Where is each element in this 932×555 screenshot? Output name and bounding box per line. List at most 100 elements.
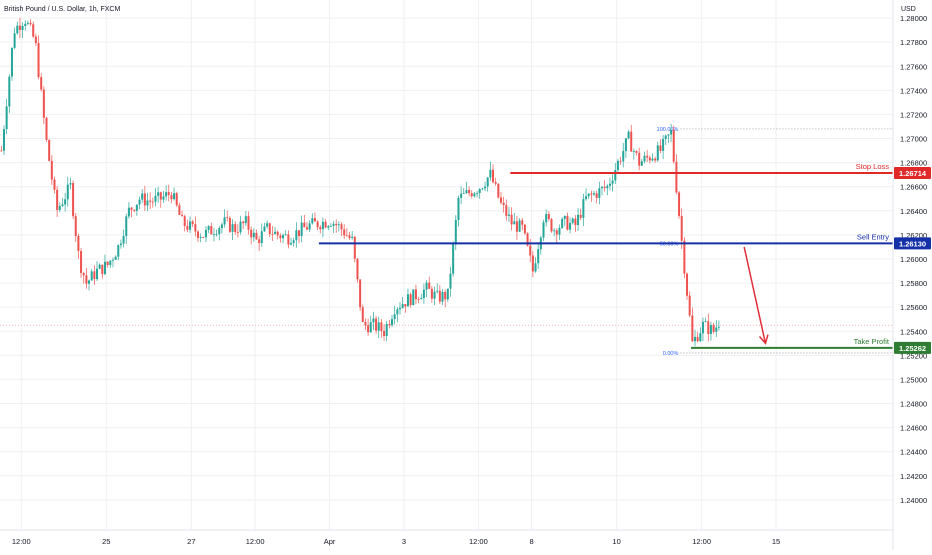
candle-body [361, 307, 364, 322]
level-label-target: Take Profit [854, 337, 890, 346]
candle-body [505, 205, 508, 216]
candle-body [186, 225, 189, 230]
candle-body [77, 235, 80, 252]
candles [0, 17, 720, 347]
trade-levels[interactable]: Stop Loss Sell Entry Take Profit [318, 162, 893, 349]
candle-body [686, 273, 689, 296]
candle-body [26, 22, 29, 24]
candle-body [332, 223, 335, 227]
candle-body [701, 321, 704, 334]
candle-body [37, 43, 40, 78]
candle-body [236, 232, 239, 233]
candle-body [659, 145, 662, 151]
candle-body [712, 325, 715, 332]
price-axis[interactable]: 1.28000 1.27800 1.27600 1.27400 1.27200 1.270… [900, 14, 927, 505]
candle-body [170, 195, 173, 200]
price-tick-label: 1.25000 [900, 375, 927, 384]
candle-body [10, 47, 13, 77]
candle-body [58, 205, 61, 210]
candle-body [608, 183, 611, 186]
candle-body [638, 152, 641, 166]
candle-body [563, 216, 566, 219]
candle-body [199, 236, 202, 238]
candle-body [425, 282, 428, 290]
candle-body [401, 304, 404, 308]
candle-body [69, 183, 72, 185]
price-tick-label: 1.24200 [900, 472, 927, 481]
candle-body [95, 268, 99, 280]
candle-body [45, 117, 48, 140]
time-axis[interactable]: 12:00 25 27 12:00 Apr 3 12:00 8 10 12:00 15 [12, 537, 780, 546]
candle-body [183, 216, 186, 226]
candle-body [569, 222, 572, 230]
candle-body [348, 235, 351, 238]
price-tick-label: 1.26800 [900, 159, 927, 168]
candle-body [303, 222, 306, 228]
candle-body [521, 220, 524, 225]
candle-body [632, 150, 635, 152]
candle-body [13, 33, 16, 48]
candle-body [85, 275, 88, 284]
candle-body [223, 217, 226, 225]
direction-arrow[interactable] [743, 246, 769, 345]
candle-body [345, 235, 348, 237]
candle-body [130, 207, 133, 210]
time-tick-label: 8 [529, 537, 533, 546]
candle-body [162, 196, 165, 200]
candle-body [513, 221, 516, 225]
candle-body [165, 192, 168, 197]
candle-body [178, 205, 181, 215]
candle-body [646, 155, 649, 158]
candle-body [640, 161, 643, 166]
fib-level-label: 0.00% [663, 351, 679, 357]
candle-body [173, 193, 176, 200]
candle-body [353, 236, 356, 259]
candle-body [292, 240, 295, 243]
candle-body [88, 280, 91, 284]
candle-body [699, 333, 702, 342]
candle-body [566, 216, 569, 230]
candle-body [234, 224, 237, 233]
candle-body [196, 231, 200, 238]
time-tick-label: 12:00 [692, 537, 711, 546]
candle-body [526, 233, 529, 246]
time-tick-label: 3 [402, 537, 406, 546]
candle-body [494, 182, 497, 184]
price-tag-text-target: 1.25262 [899, 344, 926, 353]
candle-body [433, 291, 436, 299]
candle-body [537, 249, 540, 264]
candle-body [24, 23, 27, 26]
candle-body [404, 304, 407, 307]
candle-body [32, 24, 35, 37]
candle-body [715, 327, 718, 332]
level-label-stop: Stop Loss [856, 162, 890, 171]
candle-body [611, 180, 614, 184]
candle-body [29, 22, 32, 25]
candle-body [351, 236, 354, 238]
candle-body [122, 235, 125, 244]
candle-body [149, 200, 152, 202]
candle-body [704, 321, 707, 323]
candle-body [717, 326, 720, 328]
candle-body [547, 214, 550, 220]
candle-body [274, 231, 277, 235]
candle-body [542, 222, 545, 238]
candle-body [372, 318, 375, 323]
candle-body [48, 139, 51, 161]
price-tick-label: 1.26400 [900, 207, 927, 216]
candle-body [329, 226, 332, 227]
candle-body [287, 234, 290, 245]
candle-body [398, 307, 401, 310]
candle-body [457, 197, 460, 220]
candle-body [622, 151, 625, 162]
candle-body [462, 193, 465, 194]
candle-body [143, 193, 146, 206]
candle-body [327, 226, 330, 228]
candle-body [271, 234, 274, 235]
candle-body [606, 185, 609, 189]
candle-body [239, 221, 242, 233]
price-tick-label: 1.24600 [900, 424, 927, 433]
